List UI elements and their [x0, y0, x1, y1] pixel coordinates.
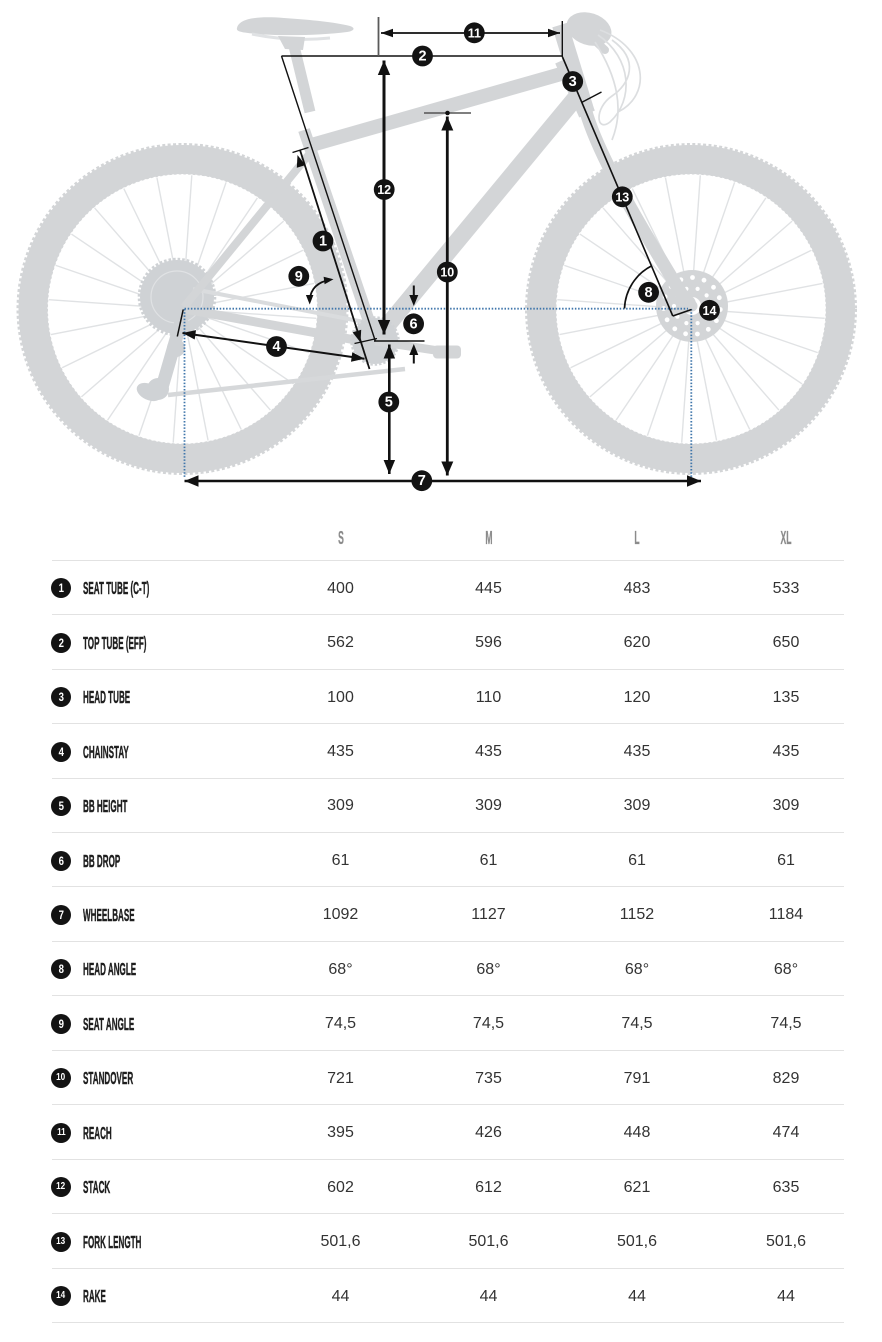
svg-text:7: 7	[418, 473, 426, 489]
svg-text:13: 13	[615, 190, 629, 204]
svg-text:5: 5	[385, 395, 393, 411]
svg-text:2: 2	[418, 49, 426, 65]
svg-text:12: 12	[377, 183, 391, 197]
svg-text:4: 4	[272, 339, 280, 355]
svg-text:9: 9	[295, 269, 303, 285]
svg-text:6: 6	[410, 316, 418, 332]
svg-text:14: 14	[703, 304, 717, 318]
svg-text:3: 3	[569, 74, 577, 90]
svg-text:1: 1	[319, 234, 327, 250]
svg-text:10: 10	[440, 266, 454, 280]
svg-text:11: 11	[468, 26, 481, 40]
svg-text:8: 8	[645, 285, 653, 301]
